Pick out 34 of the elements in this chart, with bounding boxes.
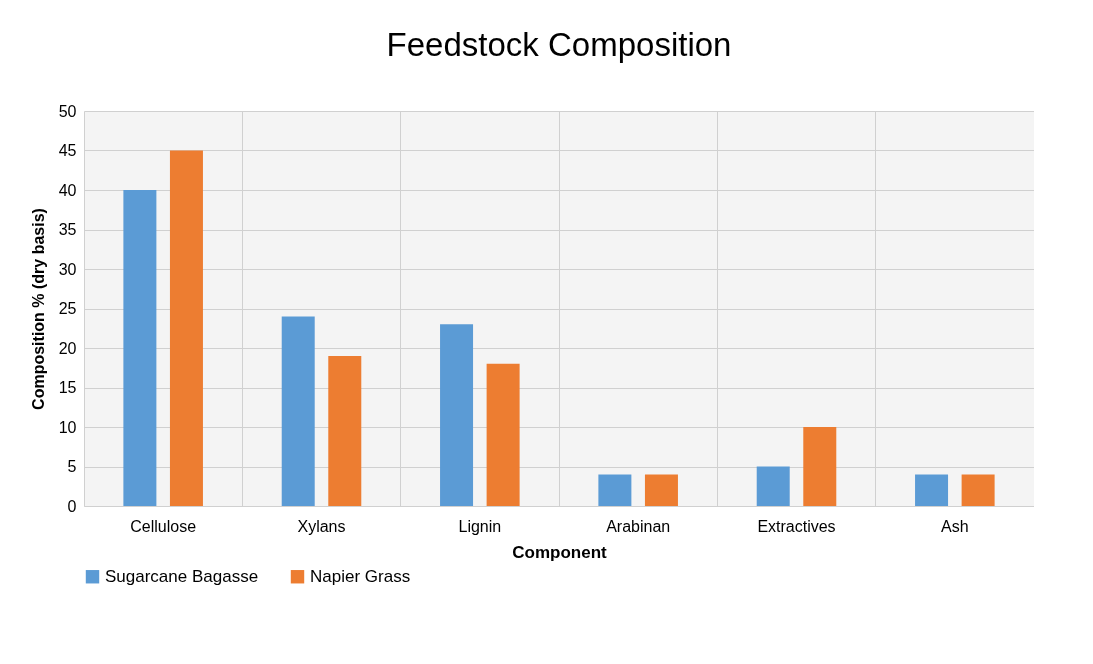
x-tick-label: Ash: [941, 517, 969, 535]
y-tick-label: 40: [58, 181, 77, 199]
bar: [598, 474, 632, 506]
y-tick-label: 10: [58, 418, 77, 436]
bar: [123, 190, 157, 506]
y-axis-title: Composition % (dry basis): [29, 208, 47, 410]
bar: [644, 474, 678, 506]
bar: [803, 427, 837, 506]
x-tick-label: Cellulose: [130, 517, 197, 535]
x-tick-label: Arabinan: [606, 517, 671, 535]
bar: [440, 324, 474, 506]
x-axis-title: Component: [512, 542, 608, 562]
y-tick-label: 15: [58, 379, 77, 396]
y-tick-label: 45: [58, 142, 77, 159]
y-tick-label: 20: [58, 339, 77, 357]
y-tick-label: 5: [67, 458, 77, 475]
bar: [169, 150, 203, 506]
y-tick-label: 35: [58, 221, 77, 238]
bar: [915, 474, 949, 506]
bar: [281, 316, 315, 506]
x-tick-label: Lignin: [458, 517, 502, 535]
chart-title: Feedstock Composition: [386, 26, 732, 63]
y-tick-label: 0: [67, 497, 77, 515]
bar: [486, 363, 520, 506]
legend-label: Sugarcane Bagasse: [105, 566, 259, 586]
bar: [961, 474, 995, 506]
y-tick-label: 50: [58, 102, 77, 120]
x-tick-label: Xylans: [297, 517, 346, 535]
y-tick-label: 25: [58, 300, 77, 317]
bar: [328, 355, 362, 506]
x-tick-label: Extractives: [757, 517, 836, 535]
y-tick-label: 30: [58, 260, 77, 278]
legend-label: Napier Grass: [310, 566, 411, 586]
bar: [756, 466, 790, 506]
